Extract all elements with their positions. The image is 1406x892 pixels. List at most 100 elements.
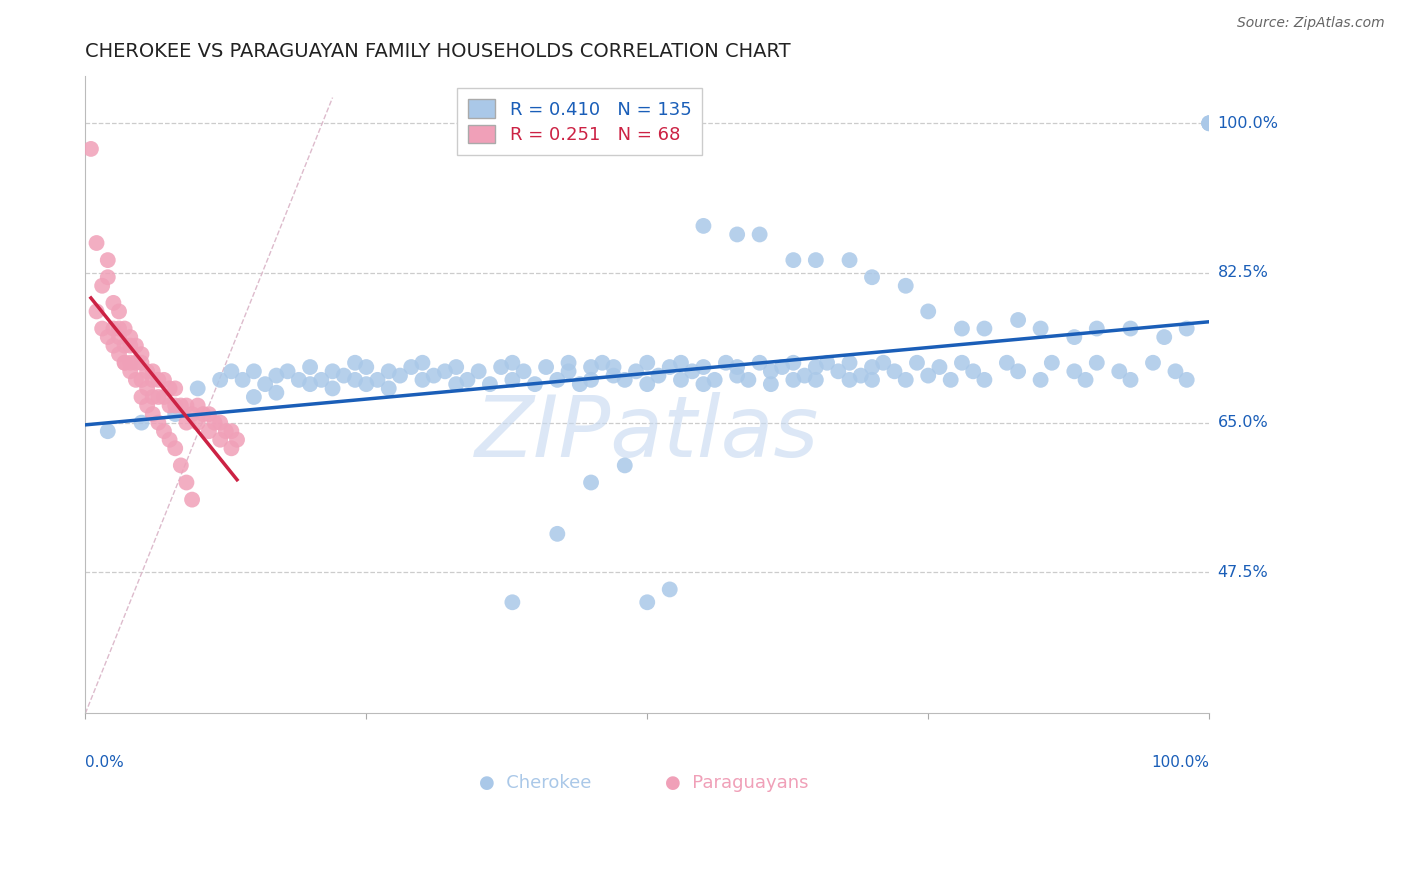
Point bbox=[579, 475, 602, 490]
Point bbox=[1085, 321, 1108, 335]
Point bbox=[91, 321, 114, 335]
Point bbox=[108, 321, 131, 335]
Point bbox=[103, 339, 125, 353]
Point bbox=[1029, 321, 1052, 335]
Point bbox=[1085, 356, 1108, 370]
Point bbox=[142, 373, 165, 387]
Point bbox=[187, 381, 209, 395]
Point bbox=[170, 458, 193, 473]
Point bbox=[636, 595, 658, 609]
Point bbox=[97, 270, 120, 285]
Point bbox=[658, 359, 681, 374]
Text: ZIPatlas: ZIPatlas bbox=[475, 392, 820, 475]
Point bbox=[1164, 364, 1187, 378]
Point bbox=[221, 364, 243, 378]
Point bbox=[193, 407, 215, 421]
Point bbox=[108, 330, 131, 344]
Point bbox=[782, 373, 804, 387]
Point bbox=[131, 373, 153, 387]
Point bbox=[356, 359, 378, 374]
Point bbox=[501, 356, 523, 370]
Point bbox=[703, 373, 725, 387]
Point bbox=[153, 373, 176, 387]
Point bbox=[266, 385, 288, 400]
Point bbox=[120, 356, 142, 370]
Point bbox=[125, 373, 148, 387]
Text: ●  Cherokee: ● Cherokee bbox=[478, 774, 591, 792]
Point bbox=[108, 304, 131, 318]
Text: 100.0%: 100.0% bbox=[1218, 116, 1278, 131]
Point bbox=[1175, 321, 1198, 335]
Point bbox=[243, 364, 266, 378]
Point bbox=[478, 377, 501, 392]
Text: CHEROKEE VS PARAGUAYAN FAMILY HOUSEHOLDS CORRELATION CHART: CHEROKEE VS PARAGUAYAN FAMILY HOUSEHOLDS… bbox=[86, 42, 792, 61]
Text: Source: ZipAtlas.com: Source: ZipAtlas.com bbox=[1237, 16, 1385, 30]
Point bbox=[995, 356, 1018, 370]
Point bbox=[1119, 373, 1142, 387]
Point bbox=[624, 364, 647, 378]
Point bbox=[613, 458, 636, 473]
Point bbox=[557, 364, 579, 378]
Point bbox=[917, 304, 939, 318]
Point bbox=[204, 416, 226, 430]
Point bbox=[1040, 356, 1063, 370]
Point bbox=[815, 356, 838, 370]
Point bbox=[86, 304, 108, 318]
Point bbox=[512, 364, 534, 378]
Point bbox=[444, 359, 467, 374]
Point bbox=[181, 492, 204, 507]
Point bbox=[725, 368, 748, 383]
Point bbox=[120, 364, 142, 378]
Point bbox=[198, 424, 221, 438]
Point bbox=[444, 377, 467, 392]
Point bbox=[793, 368, 815, 383]
Text: ●  Paraguayans: ● Paraguayans bbox=[665, 774, 808, 792]
Point bbox=[748, 227, 770, 242]
Point bbox=[277, 364, 299, 378]
Point bbox=[950, 356, 973, 370]
Point bbox=[153, 424, 176, 438]
Point bbox=[131, 347, 153, 361]
Point bbox=[692, 359, 714, 374]
Point bbox=[80, 142, 103, 156]
Point bbox=[221, 424, 243, 438]
Point bbox=[226, 433, 249, 447]
Point bbox=[1198, 116, 1220, 130]
Point bbox=[299, 377, 322, 392]
Point bbox=[142, 364, 165, 378]
Point bbox=[221, 442, 243, 456]
Point bbox=[737, 373, 759, 387]
Point bbox=[344, 373, 367, 387]
Point bbox=[669, 356, 692, 370]
Point bbox=[602, 359, 624, 374]
Point bbox=[288, 373, 311, 387]
Point bbox=[131, 390, 153, 404]
Point bbox=[1119, 321, 1142, 335]
Point bbox=[165, 442, 187, 456]
Point bbox=[1142, 356, 1164, 370]
Point bbox=[714, 356, 737, 370]
Point bbox=[827, 364, 849, 378]
Point bbox=[266, 368, 288, 383]
Point bbox=[120, 339, 142, 353]
Point bbox=[804, 359, 827, 374]
Point bbox=[838, 373, 860, 387]
Point bbox=[377, 381, 399, 395]
Point bbox=[534, 359, 557, 374]
Point bbox=[1007, 364, 1029, 378]
Point bbox=[546, 526, 568, 541]
Point bbox=[91, 278, 114, 293]
Point bbox=[366, 373, 388, 387]
Point bbox=[636, 377, 658, 392]
Point bbox=[108, 347, 131, 361]
Point bbox=[114, 356, 136, 370]
Point bbox=[1029, 373, 1052, 387]
Point bbox=[860, 359, 883, 374]
Point bbox=[232, 373, 254, 387]
Point bbox=[97, 253, 120, 268]
Point bbox=[782, 253, 804, 268]
Point bbox=[399, 359, 422, 374]
Point bbox=[973, 373, 995, 387]
Point bbox=[243, 390, 266, 404]
Point bbox=[159, 399, 181, 413]
